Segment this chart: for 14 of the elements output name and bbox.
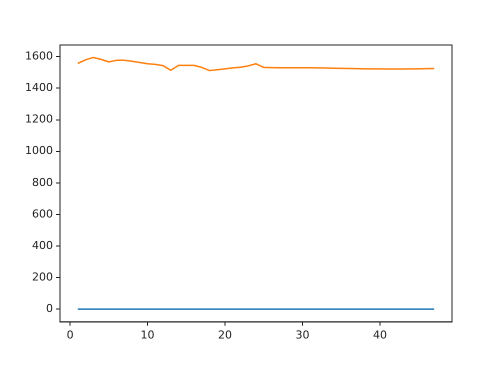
x-tick-label: 30: [295, 328, 310, 342]
y-tick-label: 400: [32, 238, 53, 252]
y-tick-label: 1400: [24, 81, 53, 94]
y-tick-label: 0: [46, 302, 53, 316]
y-tick-label: 600: [32, 207, 53, 220]
x-tick-label: 20: [218, 328, 232, 342]
y-tick-label: 1600: [24, 50, 53, 63]
y-tick-label: 200: [32, 270, 53, 284]
y-tick-label: 1000: [24, 144, 53, 158]
y-tick-label: 1200: [24, 112, 53, 126]
y-tick-label: 800: [32, 176, 53, 189]
x-tick-label: 10: [140, 328, 155, 342]
x-tick-label: 0: [66, 328, 74, 342]
x-tick-label: 40: [372, 328, 387, 342]
